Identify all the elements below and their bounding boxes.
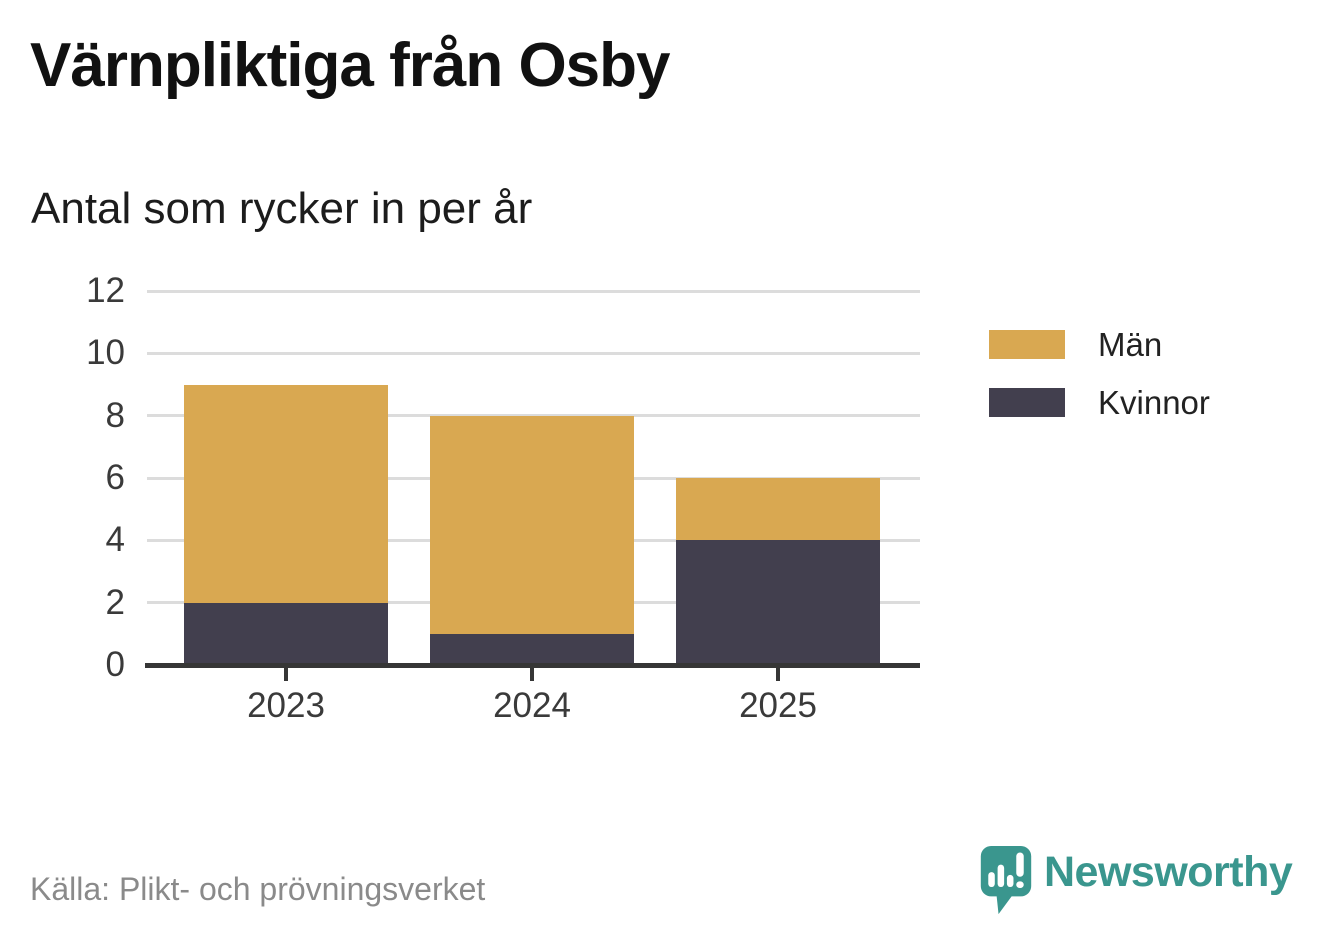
legend-label-men: Män: [1098, 326, 1163, 363]
legend-item-women: Kvinnor: [989, 384, 1210, 421]
newsworthy-speech-bubble-icon: [980, 845, 1032, 915]
legend-label-women: Kvinnor: [1098, 384, 1210, 421]
bar-segment-2025-kvinnor: [676, 540, 880, 665]
x-tick-label-2024: 2024: [493, 686, 571, 725]
bar-segment-2023-män: [184, 384, 388, 603]
grid-line-12: [147, 289, 920, 293]
y-tick-label-12: 12: [86, 271, 125, 310]
bar-segment-2023-kvinnor: [184, 602, 388, 665]
y-tick-label-4: 4: [105, 520, 125, 560]
women-color-swatch: [989, 388, 1065, 417]
x-tick-label-2025: 2025: [739, 686, 817, 725]
x-tick-2023: [284, 668, 288, 681]
x-tick-2024: [530, 668, 534, 681]
grid-line-10: [147, 351, 920, 355]
y-tick-label-6: 6: [105, 458, 125, 497]
bar-segment-2025-män: [676, 478, 880, 541]
legend-item-men: Män: [989, 326, 1210, 363]
y-tick-label-10: 10: [86, 333, 125, 373]
brand-name: Newsworthy: [1044, 848, 1293, 896]
men-color-swatch: [989, 330, 1065, 359]
bar-segment-2024-kvinnor: [430, 633, 634, 665]
legend: Män Kvinnor: [989, 326, 1210, 421]
x-tick-label-2023: 2023: [247, 686, 325, 725]
chart-title: Värnpliktiga från Osby: [30, 31, 671, 100]
bar-segment-2024-män: [430, 415, 634, 634]
brand-logo: Newsworthy: [978, 843, 1293, 918]
source-note: Källa: Plikt- och prövningsverket: [30, 871, 486, 907]
chart-subtitle: Antal som rycker in per år: [31, 184, 533, 233]
x-axis-line: [145, 663, 920, 668]
y-tick-label-2: 2: [105, 582, 125, 622]
y-tick-label-8: 8: [105, 395, 125, 435]
y-tick-label-0: 0: [105, 645, 125, 684]
x-tick-2025: [776, 668, 780, 681]
